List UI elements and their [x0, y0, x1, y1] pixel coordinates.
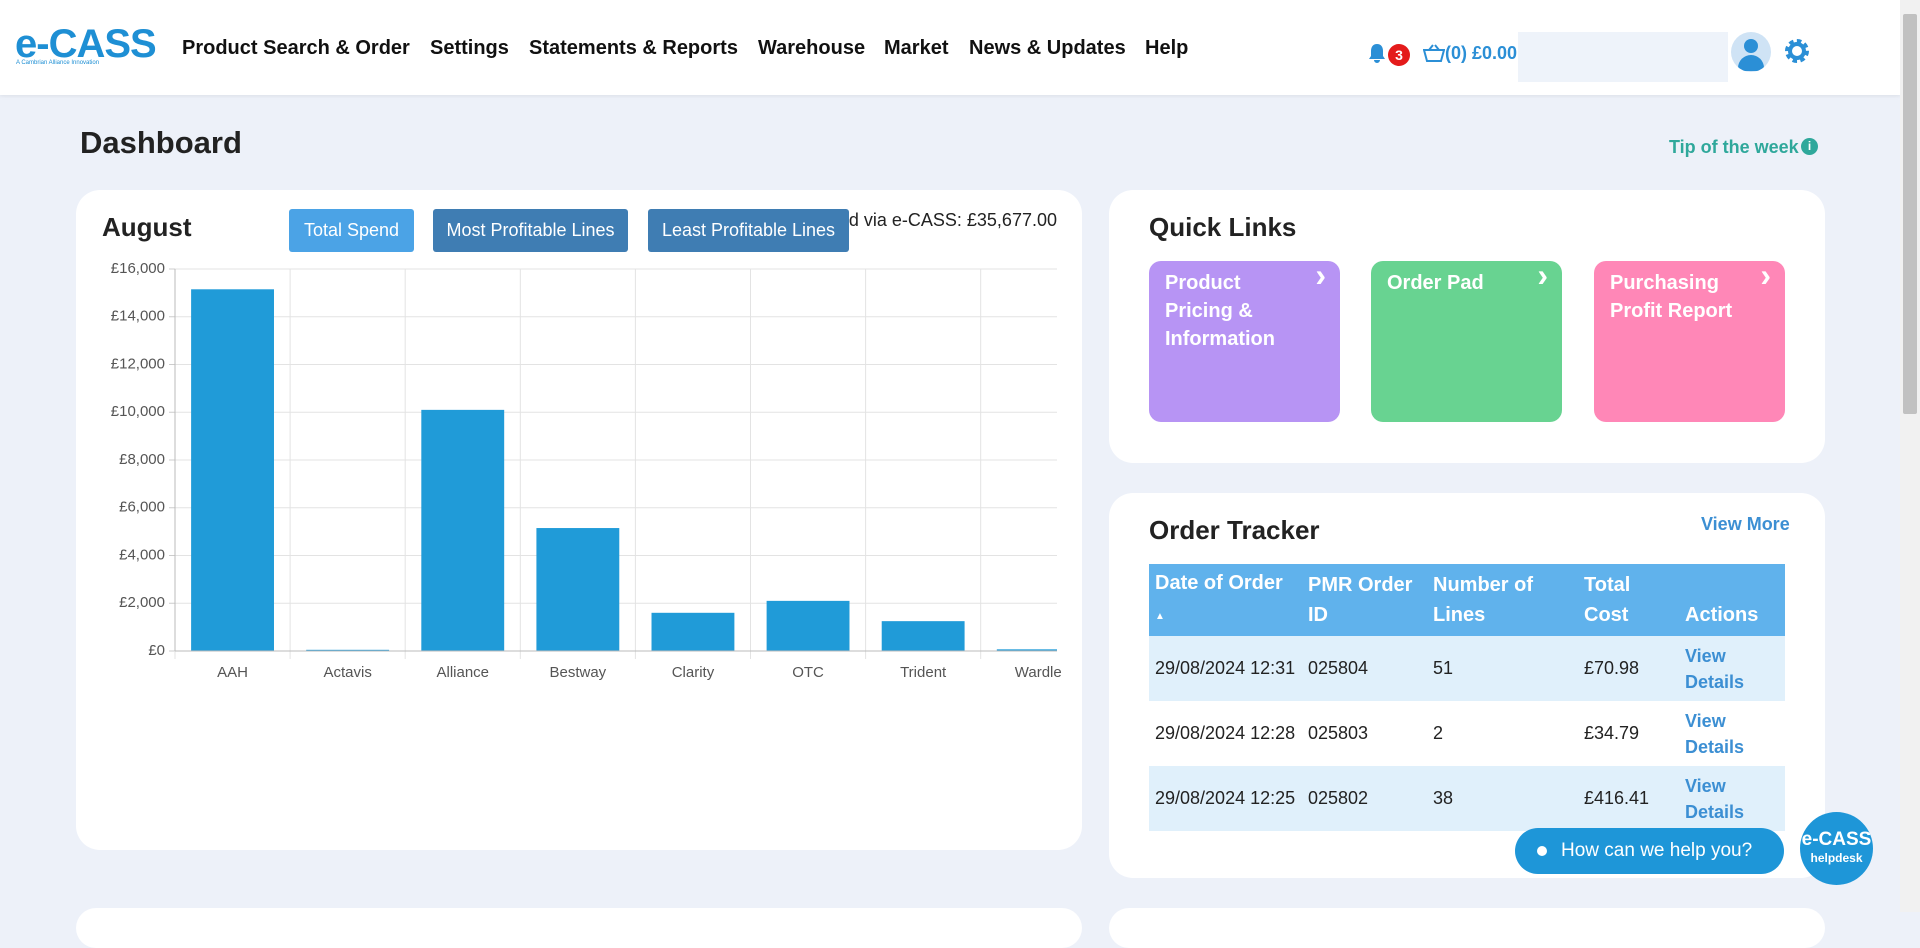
- column-header: PMR Order ID: [1308, 574, 1413, 626]
- bar: [766, 600, 850, 651]
- table-row: 29/08/2024 12:28 025803 2 £34.79 View Detail…: [1149, 701, 1785, 766]
- table-cell: 51: [1433, 658, 1454, 678]
- x-tick-label: Alliance: [436, 664, 489, 681]
- nav-link[interactable]: Market: [884, 37, 949, 59]
- table-cell: £416.41: [1584, 788, 1650, 808]
- scrollbar[interactable]: [1900, 0, 1920, 912]
- table-cell: View Details: [1679, 701, 1785, 766]
- y-tick-label: £12,000: [111, 355, 165, 372]
- tab-button[interactable]: Least Profitable Lines: [648, 209, 849, 252]
- logo[interactable]: e-CASS: [15, 22, 157, 66]
- lower-card: [1109, 908, 1825, 948]
- quick-link-tile[interactable]: Purchasing Profit Report: [1594, 261, 1785, 422]
- table-cell: 2: [1433, 723, 1444, 743]
- lower-card: [76, 908, 1082, 948]
- x-tick-label: Actavis: [323, 664, 371, 681]
- nav-link[interactable]: Product Search & Order: [182, 37, 410, 59]
- basket-total[interactable]: (0) £0.00: [1445, 43, 1518, 63]
- spend-total: nd via e-CASS: £35,677.00: [838, 210, 1057, 230]
- tab-button[interactable]: Total Spend: [289, 209, 414, 252]
- y-tick-label: £6,000: [119, 499, 165, 516]
- table-cell: 29/08/2024 12:25: [1155, 788, 1296, 808]
- x-tick-label: Wardle: [1015, 664, 1062, 681]
- card-title: August: [102, 212, 192, 242]
- nav-link[interactable]: Warehouse: [758, 37, 866, 59]
- nav-link[interactable]: Settings: [430, 37, 509, 59]
- column-header: Number of Lines: [1433, 574, 1533, 626]
- card-title: Order Tracker: [1149, 515, 1320, 545]
- bar: [191, 289, 274, 651]
- info-icon[interactable]: i: [1801, 138, 1818, 155]
- y-tick-label: £4,000: [119, 546, 165, 563]
- nav-link[interactable]: Statements & Reports: [529, 37, 738, 59]
- bar: [651, 612, 735, 651]
- bar: [421, 409, 505, 651]
- column-header[interactable]: Date of Order ▲: [1155, 572, 1283, 622]
- bar: [996, 649, 1057, 651]
- chat-prompt[interactable]: How can we help you?: [1515, 828, 1784, 874]
- table-cell: 025803: [1308, 723, 1369, 743]
- table-cell: 025804: [1308, 658, 1369, 678]
- chart: £0 £2,000 £4,000 £6,000 £8,000 £10,000 £12,000…: [111, 260, 1062, 681]
- table-cell: £34.79: [1584, 723, 1640, 743]
- x-tick-label: Bestway: [549, 664, 606, 681]
- view-more-link[interactable]: View More: [1701, 514, 1790, 534]
- table-row: 29/08/2024 12:31 025804 51 £70.98 View Detai…: [1149, 636, 1785, 701]
- nav-link[interactable]: News & Updates: [969, 37, 1126, 59]
- table-header: Date of Order ▲ PMR Order ID Number of Li…: [1149, 564, 1785, 636]
- nav-link[interactable]: Help: [1145, 37, 1189, 59]
- table-cell: 38: [1433, 788, 1454, 808]
- table-cell: View Details: [1679, 766, 1785, 831]
- tip-link[interactable]: Tip of the week: [1669, 137, 1799, 157]
- column-header: Total Cost: [1584, 574, 1631, 626]
- x-tick-label: Clarity: [672, 664, 715, 681]
- avatar[interactable]: [1731, 32, 1771, 72]
- table-cell: View Details: [1679, 636, 1785, 701]
- basket-icon[interactable]: [1423, 44, 1445, 62]
- bar: [881, 621, 965, 651]
- logo-tagline: A Cambrian Alliance Innovation: [16, 60, 100, 66]
- y-tick-label: £0: [148, 642, 165, 659]
- table-cell: 29/08/2024 12:31: [1155, 658, 1296, 678]
- y-tick-label: £14,000: [111, 308, 165, 325]
- y-tick-label: £2,000: [119, 594, 165, 611]
- card-title: Quick Links: [1149, 212, 1297, 242]
- x-tick-label: AAH: [217, 664, 248, 681]
- quick-link-tile[interactable]: Order Pad: [1371, 261, 1562, 422]
- settings-icon[interactable]: [1784, 38, 1810, 64]
- order-table: Date of Order ▲ PMR Order ID Number of Li…: [1149, 564, 1785, 831]
- column-header: Actions: [1685, 604, 1759, 626]
- y-tick-label: £16,000: [111, 260, 165, 277]
- view-details-link[interactable]: View Details: [1685, 645, 1745, 692]
- order-tracker-card: [1109, 493, 1825, 878]
- y-tick-label: £10,000: [111, 403, 165, 420]
- bar: [536, 528, 620, 651]
- x-tick-label: Trident: [900, 664, 947, 681]
- view-details-link[interactable]: View Details: [1685, 710, 1745, 757]
- page-title: Dashboard: [80, 125, 242, 160]
- notification-badge: 3: [1388, 44, 1410, 66]
- bell-icon[interactable]: [1368, 43, 1386, 63]
- quick-link-tile[interactable]: Product Pricing & Information: [1149, 261, 1340, 422]
- header: e-CASS A Cambrian Alliance Innovation Pr…: [0, 0, 1900, 95]
- table-cell: 29/08/2024 12:28: [1155, 723, 1296, 743]
- user-name-blurred: [1518, 32, 1728, 82]
- tab-button[interactable]: Most Profitable Lines: [433, 209, 628, 252]
- bars: [191, 289, 1057, 651]
- table-cell: £70.98: [1584, 658, 1640, 678]
- x-tick-label: OTC: [792, 664, 824, 681]
- view-details-link[interactable]: View Details: [1685, 775, 1745, 822]
- page: e-CASS A Cambrian Alliance Innovation Pr…: [0, 0, 1920, 912]
- table-row: 29/08/2024 12:25 025802 38 £416.41 View Deta…: [1149, 766, 1785, 831]
- helpdesk-button[interactable]: e-CASS helpdesk: [1800, 812, 1873, 885]
- y-tick-label: £8,000: [119, 451, 165, 468]
- table-cell: 025802: [1308, 788, 1369, 808]
- bar: [306, 649, 390, 651]
